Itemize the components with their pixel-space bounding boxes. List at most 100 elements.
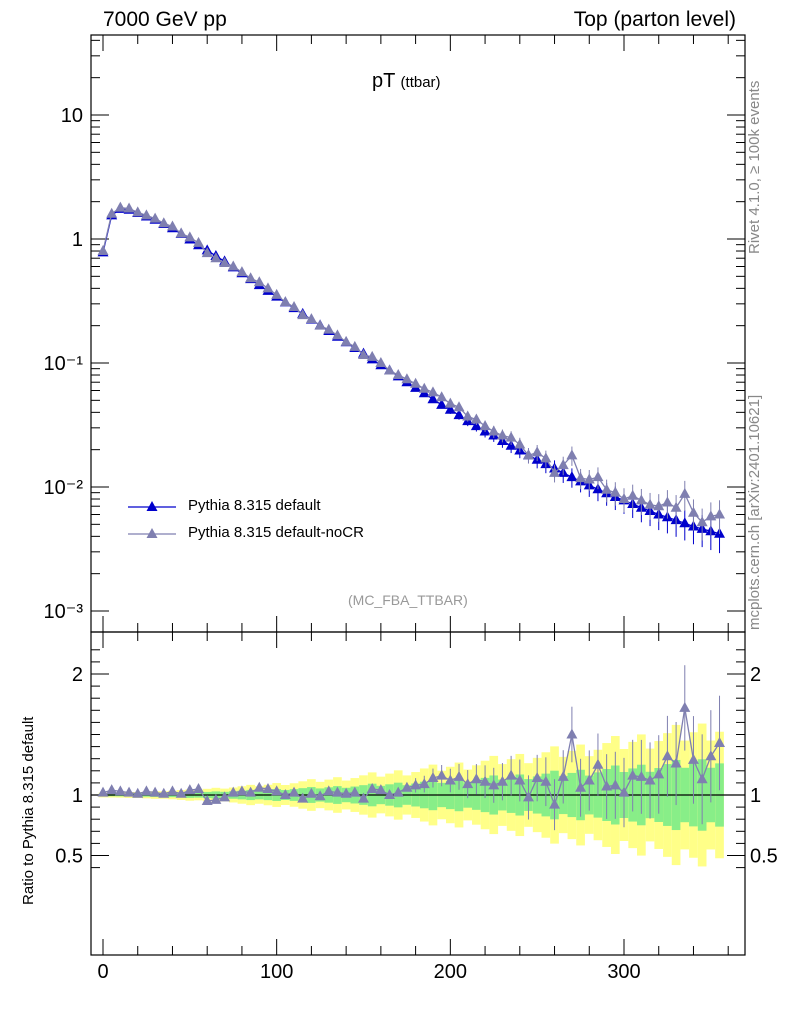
- series-nocr-point: [627, 489, 639, 500]
- series-nocr-point: [549, 466, 561, 477]
- series-nocr-point: [696, 516, 708, 527]
- ratio-point: [557, 770, 569, 781]
- ratio-point: [97, 786, 109, 797]
- ratio-plot-frame: [90, 631, 746, 956]
- ratio-point: [392, 786, 404, 797]
- series-nocr-point: [514, 438, 526, 449]
- series-nocr-point: [140, 209, 152, 220]
- ratio-point: [279, 789, 291, 799]
- series-nocr-point: [245, 272, 257, 283]
- ratio-point: [305, 787, 317, 798]
- analysis-label: (MC_FBA_TTBAR): [348, 592, 468, 608]
- series-nocr-point: [384, 364, 396, 375]
- series-nocr-point: [705, 510, 717, 521]
- ratio-point: [436, 769, 448, 780]
- ratio-point: [358, 792, 369, 803]
- series-nocr-point: [618, 493, 630, 504]
- series-nocr-point: [132, 206, 144, 217]
- ratio-point: [488, 779, 500, 790]
- ratio-point: [166, 785, 178, 796]
- ratio-point: [253, 781, 265, 792]
- series-nocr-point: [679, 487, 691, 498]
- series-nocr-point: [670, 501, 682, 512]
- series-nocr-point: [601, 483, 613, 494]
- ratio-point: [384, 789, 396, 799]
- series-nocr-point: [653, 500, 665, 511]
- ratio-point: [201, 795, 213, 806]
- ratio-series: [97, 665, 726, 831]
- series-nocr-point: [297, 309, 309, 320]
- series-default-point: [679, 517, 691, 528]
- y-tick-label: 10⁻¹: [44, 353, 84, 375]
- series-nocr-point: [496, 429, 508, 440]
- series-nocr-point: [262, 282, 274, 293]
- series-nocr-point: [505, 431, 517, 442]
- series-nocr-point: [462, 410, 474, 421]
- ratio-point: [540, 775, 552, 786]
- series-nocr-point: [97, 245, 109, 256]
- ratio-point: [245, 786, 257, 797]
- ratio-point: [531, 772, 543, 783]
- legend-marker-default: [146, 501, 158, 511]
- series-nocr-point: [401, 373, 413, 384]
- series-nocr-point: [227, 260, 239, 271]
- series-default-line: [102, 208, 720, 535]
- ratio-point: [123, 786, 135, 797]
- x-tick-label: 0: [97, 961, 108, 983]
- legend-markers: [128, 501, 176, 538]
- ratio-y-tick-label-right: 0.5: [750, 846, 778, 868]
- series-nocr-point: [305, 313, 317, 324]
- process-label: Top (parton level): [573, 8, 736, 31]
- series-nocr-point: [687, 506, 699, 517]
- ratio-point: [453, 770, 465, 781]
- ratio-point: [236, 785, 248, 796]
- ratio-point: [271, 785, 283, 796]
- ratio-point: [592, 758, 604, 769]
- series-nocr-point: [349, 340, 361, 351]
- ratio-point: [158, 787, 170, 798]
- ratio-point: [149, 786, 161, 797]
- ratio-point: [227, 786, 239, 797]
- main-plot-frame: [90, 34, 746, 633]
- series-nocr-point: [557, 459, 569, 470]
- ratio-point: [505, 769, 517, 780]
- series-nocr-point: [418, 382, 430, 393]
- series-nocr-point: [540, 452, 552, 463]
- series-nocr-point: [193, 236, 205, 247]
- ratio-y-tick-label-left: 2: [72, 664, 83, 686]
- ratio-y-axis-label: Ratio to Pythia 8.315 default: [20, 716, 37, 905]
- series-nocr-point: [158, 217, 170, 228]
- ratio-point: [644, 774, 656, 785]
- y-tick-label: 1: [72, 229, 83, 251]
- ratio-point: [288, 786, 300, 797]
- rivet-version-label: Rivet 4.1.0, ≥ 100k events: [746, 80, 763, 254]
- series-nocr-point: [149, 212, 161, 223]
- y-tick-label: 10⁻²: [44, 477, 84, 499]
- series-nocr-point: [210, 252, 222, 263]
- ratio-point: [366, 782, 378, 793]
- series-default-point: [470, 420, 482, 431]
- ratio-point: [496, 775, 508, 786]
- ratio-point: [106, 784, 118, 795]
- ratio-point: [566, 728, 578, 739]
- ratio-point: [140, 785, 152, 796]
- series-nocr-point: [488, 425, 500, 436]
- series-nocr-point: [184, 231, 196, 242]
- y-tick-label: 10: [61, 105, 83, 127]
- ratio-y-tick-label-right: 2: [750, 664, 761, 686]
- y-tick-label: 10⁻³: [44, 601, 84, 623]
- ratio-point: [470, 773, 482, 784]
- series-nocr-line: [102, 206, 720, 524]
- ratio-point: [210, 793, 222, 804]
- series-nocr-point: [470, 413, 482, 424]
- ratio-point: [627, 769, 639, 780]
- series-nocr-point: [436, 391, 448, 402]
- plot-title: pT (ttbar): [372, 70, 441, 93]
- x-tick-label: 300: [607, 961, 640, 983]
- ratio-point: [601, 780, 613, 791]
- ratio-point: [549, 798, 561, 809]
- ratio-point: [462, 778, 474, 789]
- ratio-point: [314, 790, 326, 801]
- series-nocr-point: [410, 377, 422, 388]
